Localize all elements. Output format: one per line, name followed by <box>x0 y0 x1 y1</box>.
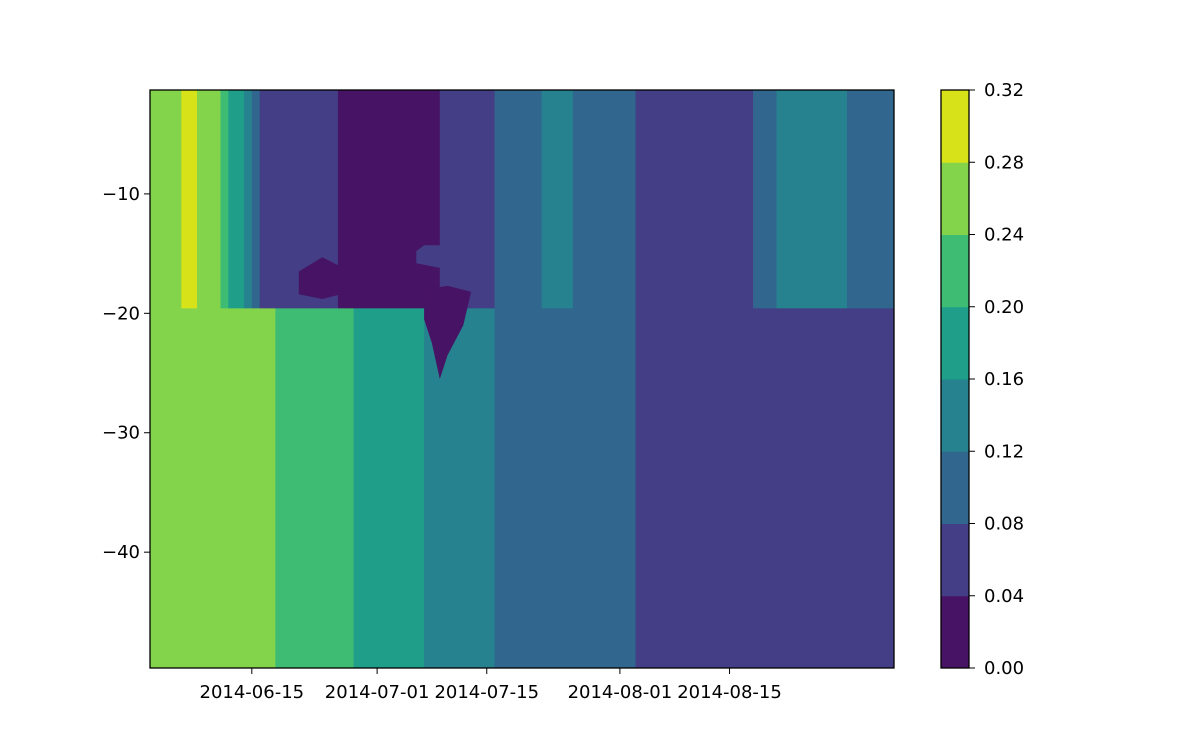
colorbar-frame <box>940 89 970 669</box>
contour-column <box>353 307 425 668</box>
contour-column <box>251 90 261 309</box>
colorbar-tick-label: 0.20 <box>984 297 1024 318</box>
contour-column <box>196 90 221 309</box>
contour-column <box>847 90 894 309</box>
y-axis: −10 −20 −30 −40 <box>102 184 150 563</box>
colorbar-swatch <box>941 90 969 163</box>
colorbar-tick-label: 0.16 <box>984 369 1024 390</box>
contour-column <box>439 90 496 309</box>
y-tick-label: −20 <box>102 303 140 324</box>
colorbar-swatch <box>941 523 969 597</box>
x-tick-label: 2014-08-15 <box>677 682 782 703</box>
colorbar-tick-label: 0.00 <box>984 658 1024 679</box>
contour-region <box>298 257 370 299</box>
colorbar: 0.00 0.04 0.08 0.12 0.16 0.20 0.24 0.28 0.32 <box>941 80 1024 679</box>
contour-column <box>337 90 441 309</box>
contour-column <box>243 90 253 309</box>
y-tick-label: −10 <box>102 184 140 205</box>
contour-column <box>635 307 894 668</box>
contour-column <box>572 90 637 309</box>
x-axis: 2014-06-15 2014-07-01 2014-07-15 2014-08-01… <box>200 668 782 703</box>
colorbar-swatch <box>941 234 969 308</box>
colorbar-tick-label: 0.08 <box>984 514 1024 535</box>
contour-column <box>776 90 848 309</box>
contour-column <box>494 307 637 668</box>
plot-frame <box>149 89 895 669</box>
contour-column <box>150 307 276 668</box>
colorbar-tick-label: 0.04 <box>984 586 1024 607</box>
contour-fill <box>150 90 894 668</box>
x-tick-label: 2014-07-01 <box>325 682 430 703</box>
contour-column <box>635 90 754 309</box>
contour-column <box>494 90 543 309</box>
colorbar-swatch <box>941 379 969 452</box>
y-tick-label: −40 <box>102 542 140 563</box>
contour-column <box>181 90 198 309</box>
colorbar-swatch <box>941 595 969 669</box>
colorbar-swatch <box>941 306 969 380</box>
colorbar-tick-label: 0.28 <box>984 152 1024 173</box>
contour-column <box>228 90 245 309</box>
contour-column <box>275 307 355 668</box>
contour-region <box>416 245 456 268</box>
x-tick-label: 2014-07-15 <box>434 682 539 703</box>
colorbar-swatch <box>941 162 969 235</box>
contour-column <box>541 90 574 309</box>
colorbar-swatch <box>941 451 969 524</box>
colorbar-tick-label: 0.12 <box>984 441 1024 462</box>
x-tick-label: 2014-06-15 <box>200 682 305 703</box>
contour-column <box>424 307 496 668</box>
contour-column <box>753 90 778 309</box>
contour-region <box>424 285 472 379</box>
contour-column <box>150 90 182 309</box>
y-tick-label: −30 <box>102 423 140 444</box>
x-tick-label: 2014-08-01 <box>568 682 673 703</box>
contour-column <box>220 90 229 309</box>
colorbar-tick-label: 0.24 <box>984 225 1024 246</box>
colorbar-tick-label: 0.32 <box>984 80 1024 101</box>
